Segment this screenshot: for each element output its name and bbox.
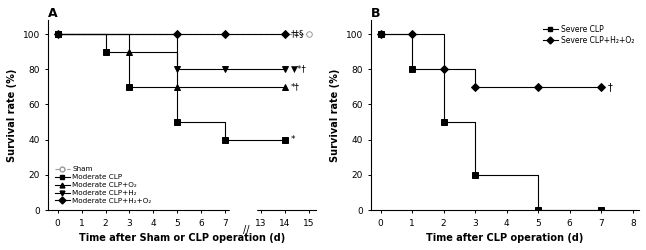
X-axis label: Time after Sham or CLP operation (d): Time after Sham or CLP operation (d) bbox=[79, 233, 285, 243]
X-axis label: Time after CLP operation (d): Time after CLP operation (d) bbox=[426, 233, 584, 243]
Text: B: B bbox=[371, 7, 380, 20]
Text: A: A bbox=[48, 7, 57, 20]
Y-axis label: Survival rate (%): Survival rate (%) bbox=[7, 68, 17, 162]
Y-axis label: Survival rate (%): Survival rate (%) bbox=[330, 68, 340, 162]
Legend: Severe CLP, Severe CLP+H₂+O₂: Severe CLP, Severe CLP+H₂+O₂ bbox=[542, 24, 635, 46]
Text: †‡§: †‡§ bbox=[291, 30, 304, 38]
Legend: Sham, Moderate CLP, Moderate CLP+O₂, Moderate CLP+H₂, Moderate CLP+H₂+O₂: Sham, Moderate CLP, Moderate CLP+O₂, Mod… bbox=[54, 166, 152, 205]
Bar bbox=[230, 207, 256, 213]
Text: *: * bbox=[291, 135, 295, 144]
Text: ▼*†: ▼*† bbox=[291, 65, 307, 74]
Text: //: // bbox=[244, 226, 250, 235]
Text: †: † bbox=[607, 82, 612, 92]
Text: *†: *† bbox=[291, 82, 300, 91]
